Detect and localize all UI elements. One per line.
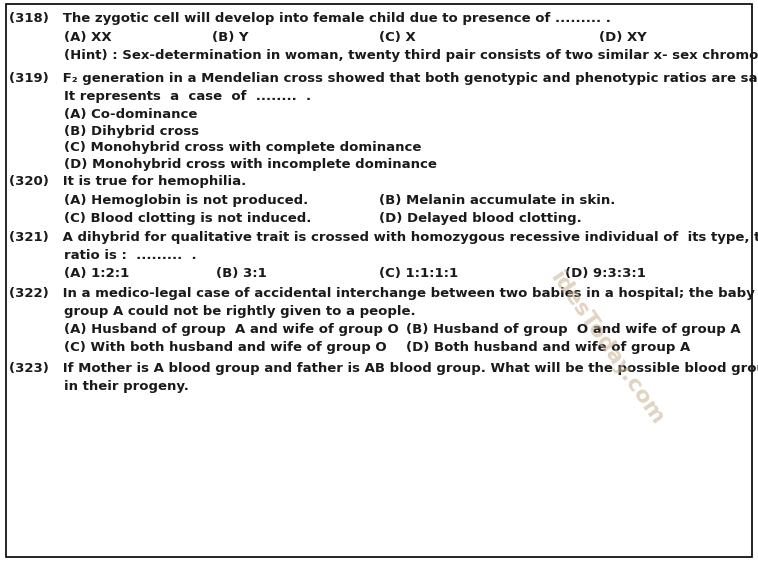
Text: (318)   The zygotic cell will develop into female child due to presence of .....: (318) The zygotic cell will develop into…: [9, 12, 611, 25]
Text: (C) X: (C) X: [379, 31, 415, 44]
Text: (D) Delayed blood clotting.: (D) Delayed blood clotting.: [379, 212, 581, 225]
Text: (B) Melanin accumulate in skin.: (B) Melanin accumulate in skin.: [379, 194, 615, 206]
Text: (322)   In a medico-legal case of accidental interchange between two babies in a: (322) In a medico-legal case of accident…: [9, 287, 758, 300]
Text: (D) 9:3:3:1: (D) 9:3:3:1: [565, 267, 646, 280]
Text: (C) Monohybrid cross with complete dominance: (C) Monohybrid cross with complete domin…: [64, 141, 421, 154]
Text: (C) With both husband and wife of group O: (C) With both husband and wife of group …: [64, 341, 387, 354]
Text: (Hint) : Sex-determination in woman, twenty third pair consists of two similar x: (Hint) : Sex-determination in woman, twe…: [64, 49, 758, 62]
Text: (A) Hemoglobin is not produced.: (A) Hemoglobin is not produced.: [64, 194, 309, 206]
Text: (D) Monohybrid cross with incomplete dominance: (D) Monohybrid cross with incomplete dom…: [64, 158, 437, 171]
Text: (D) Both husband and wife of group A: (D) Both husband and wife of group A: [406, 341, 690, 354]
Text: (C) Blood clotting is not induced.: (C) Blood clotting is not induced.: [64, 212, 312, 225]
Text: ratio is :  .........  .: ratio is : ......... .: [64, 249, 197, 262]
Text: (A) XX: (A) XX: [64, 31, 112, 44]
Text: (321)   A dihybrid for qualitative trait is crossed with homozygous recessive in: (321) A dihybrid for qualitative trait i…: [9, 231, 758, 244]
Text: (A) Co-dominance: (A) Co-dominance: [64, 108, 198, 121]
Text: (A) Husband of group  A and wife of group O: (A) Husband of group A and wife of group…: [64, 323, 399, 336]
Text: (A) 1:2:1: (A) 1:2:1: [64, 267, 130, 280]
Text: (319)   F₂ generation in a Mendelian cross showed that both genotypic and phenot: (319) F₂ generation in a Mendelian cross…: [9, 72, 758, 85]
Text: (B) Husband of group  O and wife of group A: (B) Husband of group O and wife of group…: [406, 323, 740, 336]
Text: It represents  a  case  of  ........  .: It represents a case of ........ .: [64, 90, 312, 103]
Text: (B) 3:1: (B) 3:1: [216, 267, 267, 280]
Text: (B) Y: (B) Y: [212, 31, 249, 44]
Text: group A could not be rightly given to a people.: group A could not be rightly given to a …: [64, 305, 416, 318]
Text: (C) 1:1:1:1: (C) 1:1:1:1: [379, 267, 458, 280]
Text: (320)   It is true for hemophilia.: (320) It is true for hemophilia.: [9, 175, 246, 188]
Text: (D) XY: (D) XY: [599, 31, 647, 44]
Text: idesToday.com: idesToday.com: [546, 268, 667, 428]
Text: in their progeny.: in their progeny.: [64, 380, 190, 393]
Text: (323)   If Mother is A blood group and father is AB blood group. What will be th: (323) If Mother is A blood group and fat…: [9, 362, 758, 375]
Text: (B) Dihybrid cross: (B) Dihybrid cross: [64, 125, 199, 137]
